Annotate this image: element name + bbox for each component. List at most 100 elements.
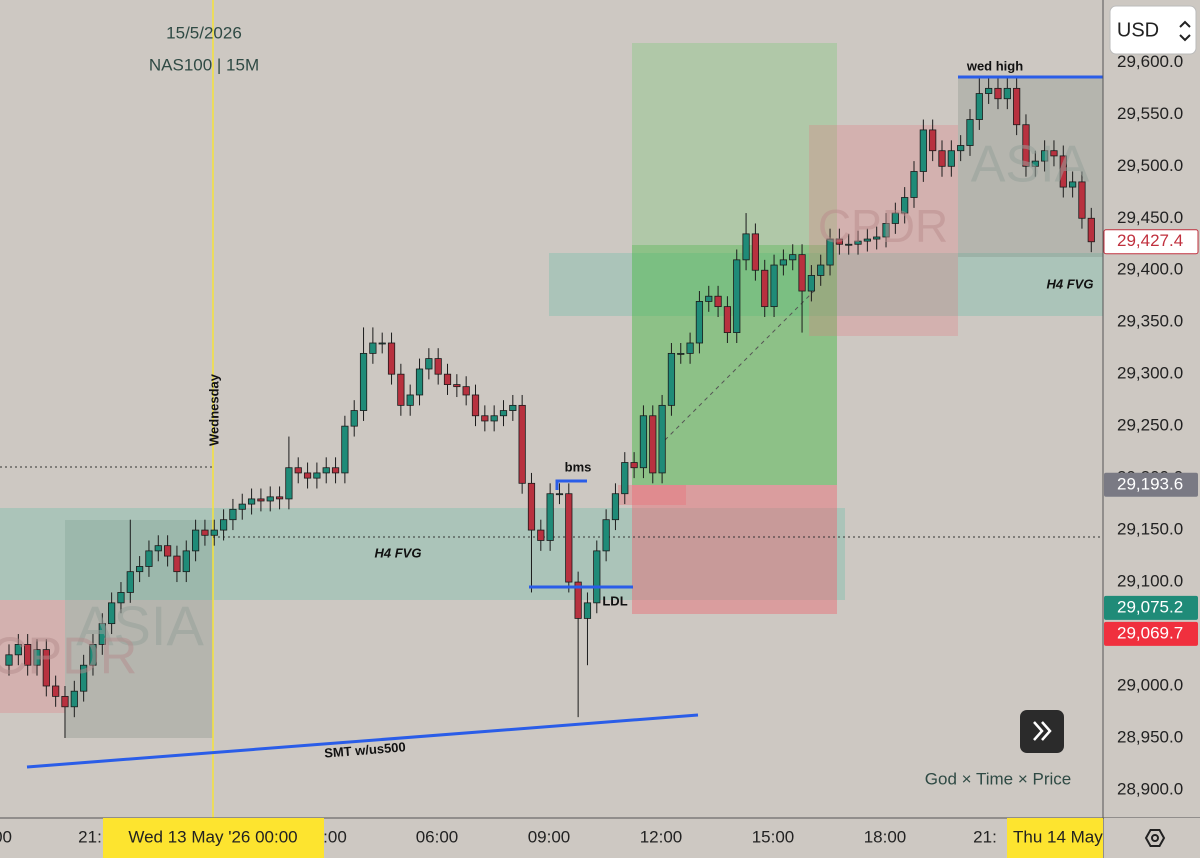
candle-body bbox=[191, 529, 200, 552]
currency-button[interactable] bbox=[1109, 5, 1197, 55]
price-label-box bbox=[1103, 229, 1199, 255]
candle-body bbox=[397, 373, 405, 406]
candle-body bbox=[406, 394, 414, 406]
candle-body bbox=[266, 496, 274, 502]
candle-body bbox=[854, 240, 862, 245]
y-tick-label: 29,400.0 bbox=[1117, 260, 1183, 279]
candle-body bbox=[294, 467, 302, 474]
candle-body bbox=[1013, 87, 1021, 126]
y-tick-label: 29,100.0 bbox=[1117, 572, 1183, 591]
fvg-zone bbox=[549, 253, 1103, 316]
candle-body bbox=[70, 690, 78, 708]
candle-body bbox=[98, 623, 106, 645]
candle-body bbox=[136, 566, 144, 573]
candle-body bbox=[481, 415, 489, 422]
candle-body bbox=[369, 342, 377, 354]
candle-body bbox=[751, 233, 760, 271]
candle-body bbox=[630, 462, 638, 469]
price-label: 29,069.7 bbox=[1117, 623, 1183, 642]
candle-body bbox=[24, 644, 32, 666]
candle-body bbox=[667, 352, 676, 406]
candle-body bbox=[117, 592, 125, 604]
candle-body bbox=[798, 254, 806, 292]
candle-body bbox=[677, 352, 685, 355]
currency-chevron bbox=[1179, 20, 1191, 42]
x-tick-label: :00 bbox=[323, 827, 347, 846]
candle-body bbox=[378, 342, 386, 345]
candle-body bbox=[901, 197, 909, 214]
candle-body bbox=[891, 212, 899, 224]
candle-body bbox=[42, 649, 50, 687]
price-label-box bbox=[1104, 621, 1198, 646]
annotation: bms bbox=[565, 459, 592, 474]
candle-body bbox=[705, 295, 713, 302]
candle-body bbox=[322, 467, 330, 474]
signature: God × Time × Price bbox=[925, 769, 1071, 788]
candle-body bbox=[1069, 181, 1077, 188]
candle-body bbox=[873, 236, 881, 240]
candle-body bbox=[723, 306, 732, 334]
candle-body bbox=[387, 342, 396, 375]
bms-line bbox=[555, 479, 587, 490]
candles bbox=[5, 77, 1095, 738]
candle-body bbox=[219, 519, 228, 531]
candle-body bbox=[761, 269, 769, 308]
watermark: ASIA bbox=[971, 136, 1090, 194]
y-tick-label: 29,300.0 bbox=[1117, 364, 1183, 383]
settings-icon bbox=[1151, 834, 1159, 842]
annotation: LDL bbox=[602, 593, 627, 608]
candle-body bbox=[658, 404, 666, 474]
candle-body bbox=[238, 503, 246, 510]
price-axis bbox=[1103, 0, 1200, 858]
candle-body bbox=[331, 467, 340, 474]
price-label: 29,193.6 bbox=[1117, 474, 1183, 493]
candle-body bbox=[611, 493, 620, 521]
candle-body bbox=[1003, 87, 1011, 100]
y-tick-label: 29,450.0 bbox=[1117, 208, 1183, 227]
candle-body bbox=[975, 93, 983, 120]
candle-body bbox=[285, 467, 293, 500]
candle-body bbox=[835, 238, 843, 245]
candle-body bbox=[565, 493, 573, 583]
stop-zone bbox=[618, 485, 686, 505]
candle-body bbox=[108, 602, 116, 625]
candle-body bbox=[845, 243, 853, 246]
y-tick-label: 29,600.0 bbox=[1117, 52, 1183, 71]
candle-body bbox=[89, 644, 97, 666]
date-highlight bbox=[1007, 818, 1103, 858]
candle-body bbox=[201, 529, 209, 536]
x-tick-label: 06:00 bbox=[416, 827, 459, 846]
y-tick-label: 29,150.0 bbox=[1117, 520, 1183, 539]
candle-body bbox=[1041, 150, 1049, 162]
candle-body bbox=[173, 555, 181, 573]
settings-button[interactable] bbox=[1144, 829, 1166, 847]
candle-body bbox=[518, 404, 526, 484]
x-tick-label: 00 bbox=[0, 827, 12, 846]
currency-label: USD bbox=[1117, 19, 1159, 41]
drawings: Wednesday H4 FVG bms LDL SMT w/us500 wed… bbox=[0, 23, 1103, 788]
watermark: CPDR bbox=[0, 628, 137, 686]
candle-body bbox=[1031, 160, 1039, 167]
candle-body bbox=[985, 87, 993, 94]
price-label-box bbox=[1104, 595, 1198, 620]
annotation: H4 FVG bbox=[1047, 276, 1094, 291]
candle-body bbox=[434, 358, 442, 375]
candle-body bbox=[957, 145, 965, 152]
x-tick-label: 15:00 bbox=[752, 827, 795, 846]
candle-body bbox=[359, 352, 368, 411]
candle-body bbox=[583, 602, 592, 619]
candle-body bbox=[649, 415, 657, 474]
candle-body bbox=[1022, 124, 1030, 167]
watermark: ASIA bbox=[76, 594, 204, 657]
date-label: Thu 14 May bbox=[1013, 827, 1103, 846]
candle-body bbox=[555, 493, 564, 496]
candle-body bbox=[415, 368, 424, 396]
candle-body bbox=[341, 425, 349, 474]
candle-body bbox=[807, 275, 815, 292]
y-tick-label: 29,350.0 bbox=[1117, 312, 1183, 331]
candle-body bbox=[826, 238, 834, 266]
candle-body bbox=[275, 496, 284, 500]
candle-body bbox=[714, 295, 722, 308]
candle-body bbox=[182, 550, 190, 573]
